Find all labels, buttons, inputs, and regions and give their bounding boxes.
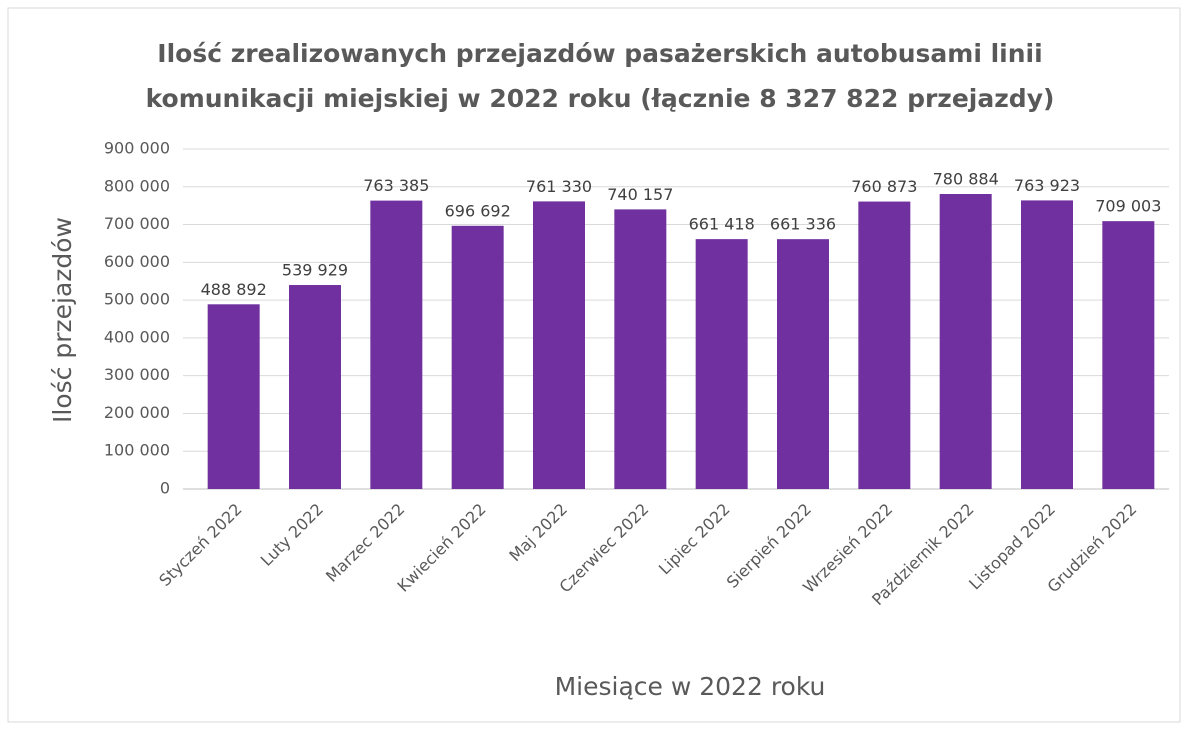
chart-border <box>7 7 1181 723</box>
y-tick-label: 200 000 <box>104 403 170 422</box>
value-label: 763 923 <box>1014 176 1080 195</box>
bar <box>1102 221 1155 489</box>
value-label: 761 330 <box>526 177 592 196</box>
value-label: 539 929 <box>282 261 348 280</box>
y-tick-label: 800 000 <box>104 176 170 195</box>
y-axis-title: Ilość przejazdów <box>48 217 77 423</box>
y-tick-label: 700 000 <box>104 214 170 233</box>
bar <box>370 200 423 489</box>
y-tick-label: 400 000 <box>104 327 170 346</box>
y-tick-label: 300 000 <box>104 365 170 384</box>
bar <box>939 193 992 489</box>
bar <box>614 209 667 489</box>
value-label: 740 157 <box>607 185 673 204</box>
value-label: 763 385 <box>363 176 429 195</box>
value-label: 780 884 <box>933 169 999 188</box>
y-tick-label: 100 000 <box>104 441 170 460</box>
bar <box>289 285 341 489</box>
bar <box>533 201 585 489</box>
bar <box>858 201 911 489</box>
x-axis-title: Miesiące w 2022 roku <box>555 672 826 701</box>
bar <box>695 239 748 489</box>
bar <box>777 239 829 489</box>
bar <box>1021 200 1073 489</box>
value-label: 661 336 <box>770 215 836 234</box>
value-label: 696 692 <box>445 201 511 220</box>
chart-title: komunikacji miejskiej w 2022 roku (łączn… <box>146 84 1055 113</box>
value-label: 709 003 <box>1095 197 1161 216</box>
value-label: 760 873 <box>851 177 917 196</box>
y-tick-label: 900 000 <box>104 139 170 158</box>
y-tick-label: 500 000 <box>104 290 170 309</box>
y-tick-label: 0 <box>160 479 170 498</box>
chart-title: Ilość zrealizowanych przejazdów pasażers… <box>157 39 1042 68</box>
y-tick-label: 600 000 <box>104 252 170 271</box>
bar <box>207 304 260 489</box>
value-label: 661 418 <box>689 215 755 234</box>
value-label: 488 892 <box>201 280 267 299</box>
bar <box>451 225 504 489</box>
